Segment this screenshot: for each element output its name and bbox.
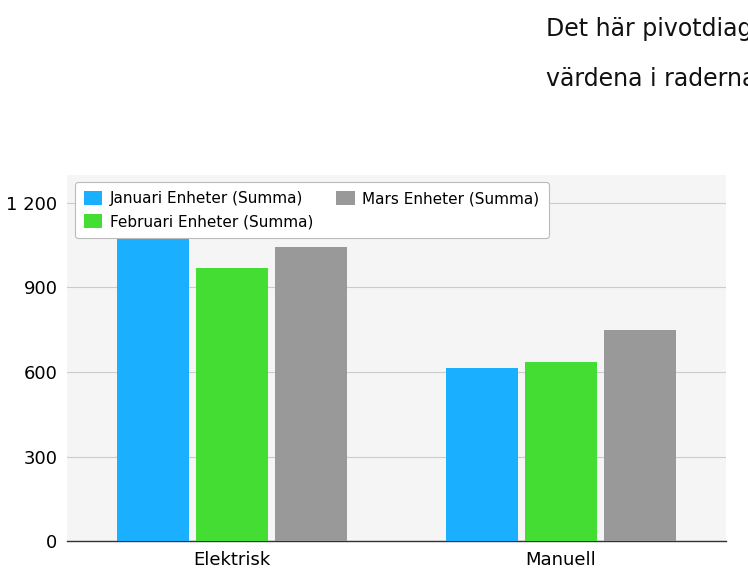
Bar [196,268,268,541]
Bar [446,368,518,541]
Text: värdena i raderna Totalt.: värdena i raderna Totalt. [546,67,748,91]
Bar [525,362,597,541]
Legend: Januari Enheter (Summa), Februari Enheter (Summa), Mars Enheter (Summa): Januari Enheter (Summa), Februari Enhete… [75,182,548,239]
Bar [604,330,676,541]
Text: Det här pivotdiagrammet visar: Det här pivotdiagrammet visar [546,17,748,41]
Bar [275,247,347,541]
Bar [117,231,189,541]
